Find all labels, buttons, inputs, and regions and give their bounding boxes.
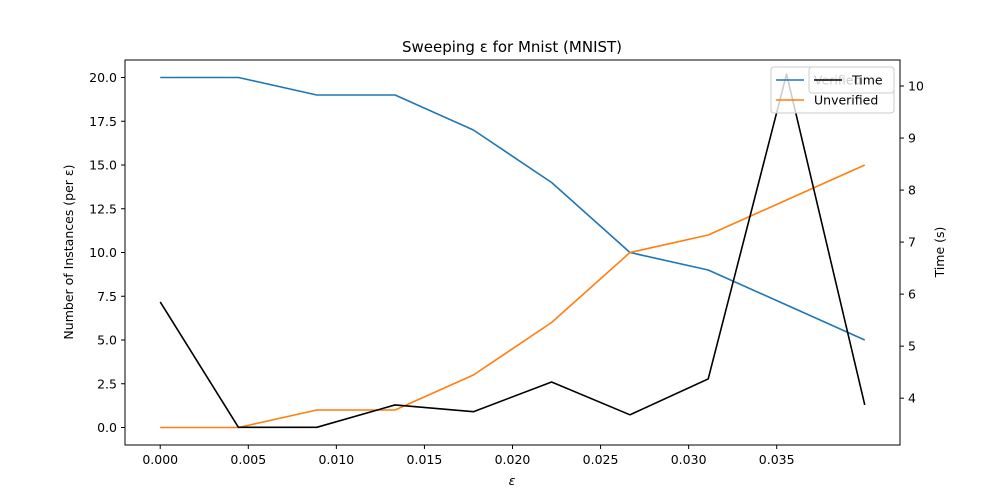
legend-box (808, 66, 895, 94)
series-line-unverified (160, 164, 866, 429)
x-axis-label: ε (509, 473, 516, 488)
left-y-tick-label: 12.5 (89, 201, 117, 216)
right-y-tick-label: 6 (908, 287, 916, 302)
x-tick-label: 0.000 (142, 452, 178, 467)
left-y-tick-label: 20.0 (89, 70, 117, 85)
right-y-axis-ticks: 4 5 6 7 8 9 10 (900, 79, 924, 406)
left-y-tick-label: 0.0 (97, 420, 117, 435)
x-axis-ticks: 0.000 0.005 0.010 0.015 0.020 0.025 0.030 0.035 (142, 445, 795, 467)
right-y-tick-label: 10 (908, 79, 924, 94)
x-tick-label: 0.030 (671, 452, 707, 467)
x-tick-label: 0.025 (583, 452, 619, 467)
chart-title: Sweeping ε for Mnist (MNIST) (402, 38, 622, 56)
right-y-tick-label: 5 (908, 339, 916, 354)
right-y-tick-label: 8 (908, 183, 916, 198)
series-layer (159, 73, 866, 429)
right-y-tick-label: 4 (908, 391, 916, 406)
left-y-axis-label: Number of Instances (per ε) (61, 164, 76, 339)
left-y-tick-label: 5.0 (97, 333, 117, 348)
plot-area-frame (124, 59, 901, 446)
x-tick-label: 0.020 (495, 452, 531, 467)
left-y-tick-label: 7.5 (97, 289, 117, 304)
legend-series-time: Time (808, 66, 895, 94)
right-y-tick-label: 9 (908, 131, 916, 146)
right-y-axis-label: Time (s) (932, 227, 947, 279)
x-tick-label: 0.010 (318, 452, 354, 467)
x-tick-label: 0.035 (759, 452, 795, 467)
x-tick-label: 0.005 (230, 452, 266, 467)
left-y-tick-label: 10.0 (89, 245, 117, 260)
left-y-tick-label: 17.5 (89, 114, 117, 129)
left-y-tick-label: 2.5 (97, 376, 117, 391)
left-y-tick-label: 15.0 (89, 158, 117, 173)
legend-label-unverified: Unverified (814, 93, 878, 108)
right-y-tick-label: 7 (908, 235, 916, 250)
legend-label-time: Time (851, 73, 883, 88)
series-line-verified (160, 76, 866, 341)
left-y-axis-ticks: 0.0 2.5 5.0 7.5 10.0 12.5 15.0 17.5 20.0 (89, 70, 125, 435)
series-line-time (159, 73, 866, 429)
x-tick-label: 0.015 (407, 452, 443, 467)
